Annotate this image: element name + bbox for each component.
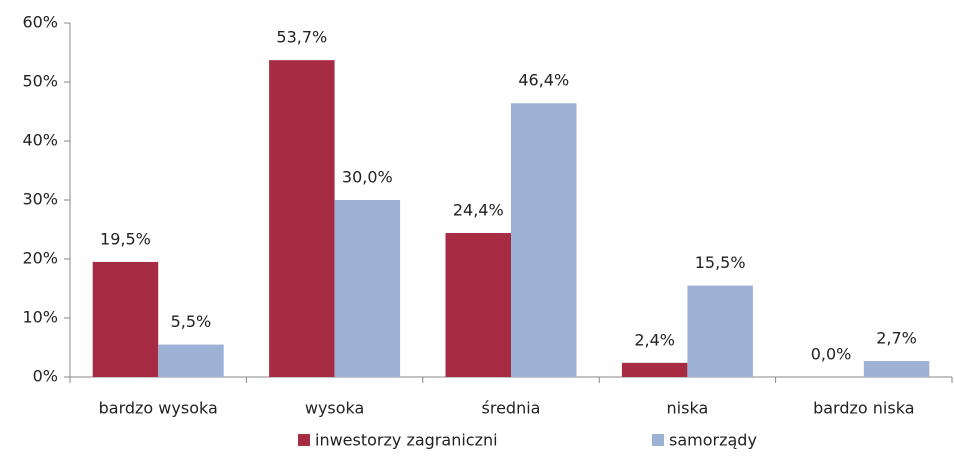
y-tick-label: 10% — [22, 308, 58, 327]
x-tick-label: średnia — [482, 399, 541, 418]
y-tick-label: 20% — [22, 249, 58, 268]
y-tick-label: 30% — [22, 190, 58, 209]
bar — [621, 362, 688, 377]
y-tick-label: 60% — [22, 13, 58, 32]
y-tick-label: 40% — [22, 131, 58, 150]
value-label: 2,4% — [634, 330, 675, 349]
y-tick-label: 50% — [22, 72, 58, 91]
value-label: 30,0% — [342, 168, 393, 187]
value-label: 0,0% — [811, 345, 852, 364]
legend-label: inwestorzy zagraniczni — [315, 431, 498, 450]
bar — [269, 60, 335, 378]
x-tick-label: bardzo wysoka — [99, 399, 218, 418]
value-label: 24,4% — [453, 201, 504, 220]
value-label: 53,7% — [276, 28, 327, 47]
bar — [158, 344, 224, 377]
bar — [92, 261, 159, 377]
bar — [687, 285, 753, 377]
x-tick-label: bardzo niska — [813, 399, 914, 418]
y-tick-label: 0% — [33, 367, 58, 386]
value-label: 46,4% — [518, 71, 569, 90]
bar — [334, 200, 401, 377]
bar — [445, 233, 511, 377]
legend-label: samorządy — [669, 431, 757, 450]
legend-swatch — [652, 434, 664, 446]
value-label: 15,5% — [695, 253, 746, 272]
value-label: 19,5% — [100, 229, 151, 248]
bar — [511, 103, 577, 378]
bar — [863, 361, 930, 377]
x-tick-label: wysoka — [305, 399, 364, 418]
value-label: 5,5% — [171, 312, 212, 331]
x-tick-label: niska — [667, 399, 709, 418]
legend-swatch — [298, 434, 310, 446]
value-label: 2,7% — [876, 329, 917, 348]
